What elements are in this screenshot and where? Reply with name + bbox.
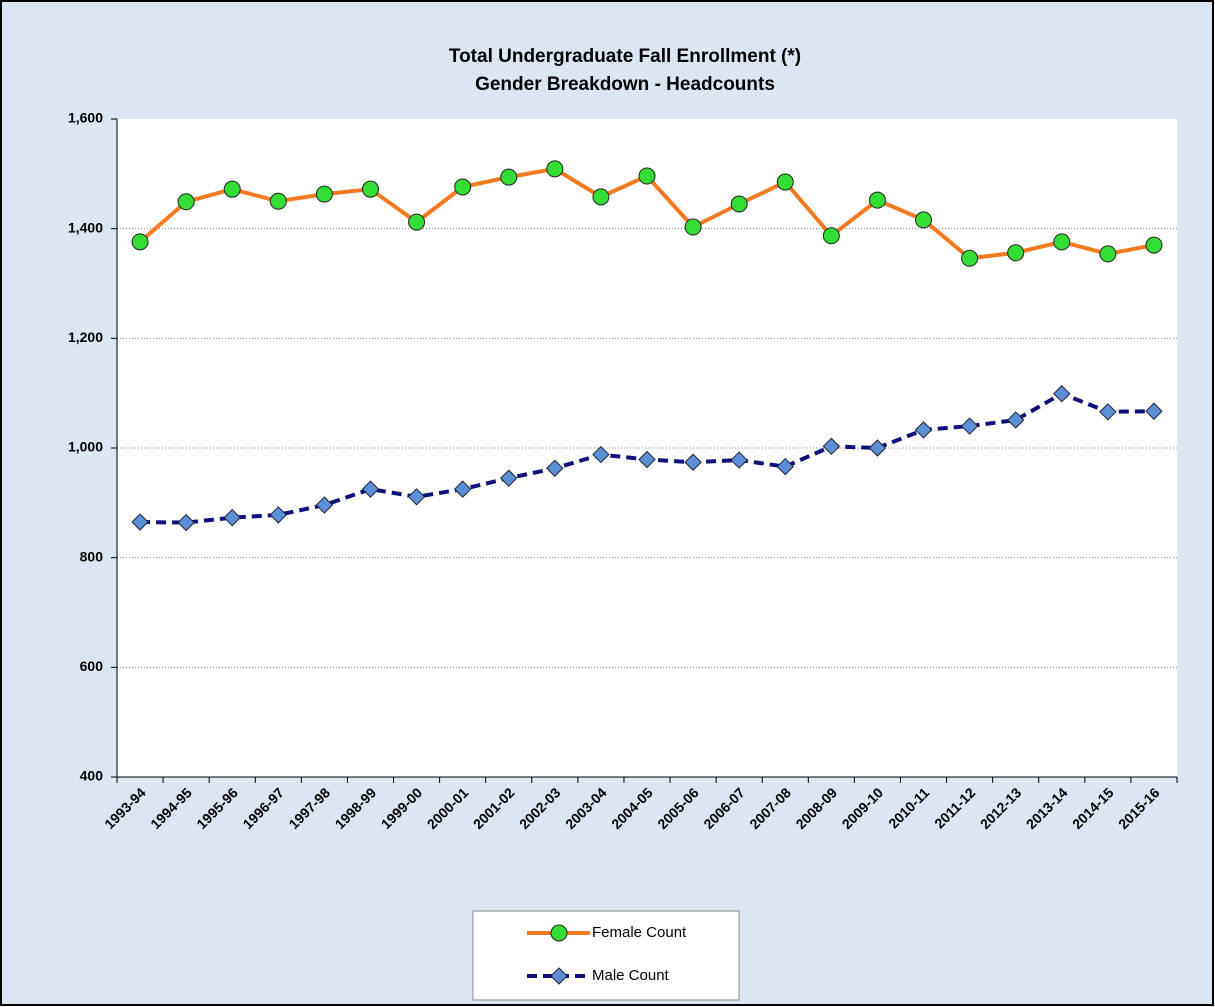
data-point (454, 178, 472, 196)
data-point (1099, 403, 1117, 421)
data-point (1006, 411, 1025, 429)
data-point (592, 445, 610, 464)
legend-marker (550, 967, 568, 985)
data-point (408, 213, 426, 231)
data-point (730, 195, 748, 213)
plot-area (117, 119, 1177, 777)
data-point (500, 469, 518, 487)
data-point (315, 185, 333, 203)
data-point (1007, 244, 1025, 262)
data-point (453, 480, 472, 498)
data-point (131, 233, 149, 251)
data-point (223, 508, 241, 527)
data-point (961, 249, 979, 267)
data-point (269, 506, 288, 524)
data-point (546, 459, 564, 477)
data-point (269, 192, 287, 210)
data-point (361, 480, 380, 498)
y-tick-label: 1,400 (68, 219, 103, 235)
data-point (315, 496, 334, 514)
data-point (223, 180, 241, 198)
data-point (638, 167, 656, 185)
data-point (177, 513, 195, 532)
data-point (177, 193, 195, 211)
data-point (684, 218, 702, 236)
data-point (1145, 402, 1163, 420)
data-point (776, 173, 794, 191)
data-point (868, 439, 887, 457)
data-point (776, 457, 794, 476)
data-point (1145, 236, 1163, 254)
legend-label: Male Count (592, 967, 670, 984)
y-tick-label: 800 (80, 548, 104, 564)
legend-label: Female Count (592, 924, 687, 941)
data-point (546, 160, 564, 178)
data-point (915, 211, 933, 229)
data-point (822, 227, 840, 245)
data-point (822, 437, 841, 456)
y-tick-label: 1,600 (68, 110, 103, 126)
data-point (407, 488, 426, 506)
data-point (868, 191, 886, 209)
data-point (684, 453, 702, 471)
data-point (960, 417, 979, 435)
data-point (1053, 385, 1071, 403)
y-tick-label: 1,000 (68, 439, 103, 455)
data-point (1053, 233, 1071, 251)
data-point (592, 188, 610, 206)
data-point (638, 450, 656, 469)
y-tick-label: 600 (80, 658, 104, 674)
data-point (730, 451, 748, 469)
chart-subtitle: Gender Breakdown - Headcounts (475, 74, 775, 95)
y-tick-label: 1,200 (68, 329, 103, 345)
y-tick-label: 400 (80, 768, 104, 784)
legend-marker (550, 924, 568, 942)
chart-title: Total Undergraduate Fall Enrollment (*) (449, 46, 801, 67)
data-point (131, 513, 149, 531)
legend-box (472, 910, 740, 1001)
data-point (361, 180, 379, 198)
data-point (500, 168, 518, 186)
data-point (914, 421, 933, 439)
data-point (1099, 245, 1117, 263)
